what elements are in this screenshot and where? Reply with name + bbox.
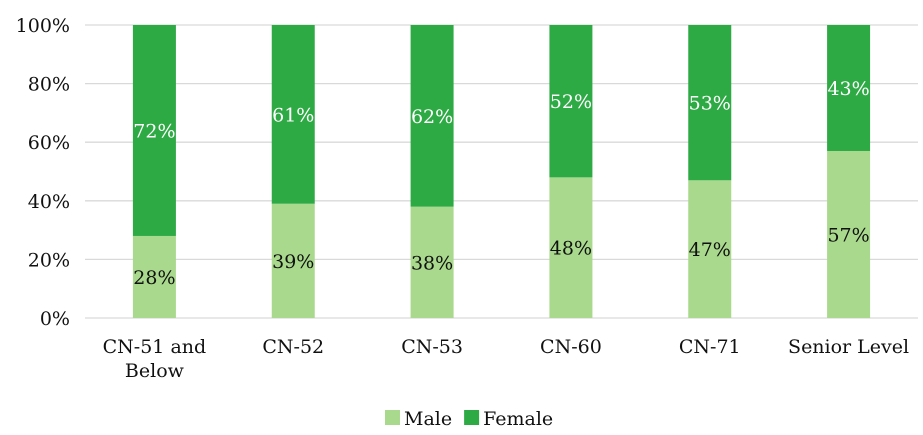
bar-female	[271, 25, 315, 204]
legend-label-female: Female	[483, 408, 553, 430]
gridlines	[85, 24, 918, 319]
y-tick-label: 100%	[16, 15, 70, 37]
x-axis: CN-51 and Below CN-52 CN-53 CN-60 CN-71 Senior…	[103, 336, 909, 382]
data-label-female: 43%	[827, 78, 869, 100]
data-label-male: 39%	[272, 251, 314, 273]
data-labels: 28% 72% 39% 61% 38% 62% 48% 52% 47% 53% 57% 43%	[133, 78, 869, 289]
x-category-label: Senior Level	[788, 336, 909, 358]
data-label-female: 61%	[272, 104, 314, 126]
bar-male	[132, 235, 176, 318]
bar-female	[410, 25, 454, 207]
x-category-label-line: CN-51 and	[103, 336, 207, 358]
x-category-label-line: CN-60	[540, 336, 602, 358]
legend-label-male: Male	[404, 408, 452, 430]
data-label-male: 38%	[411, 252, 453, 274]
legend: Male Female	[385, 408, 553, 430]
x-category-label: CN-52	[262, 336, 324, 358]
bar-male	[827, 150, 871, 318]
bar-male	[410, 206, 454, 318]
x-category-label-line: CN-52	[262, 336, 324, 358]
y-tick-label: 40%	[28, 191, 70, 213]
x-category-label-line: CN-53	[401, 336, 463, 358]
legend-swatch-female	[464, 410, 480, 425]
bar-male	[271, 203, 315, 318]
x-category-label: CN-53	[401, 336, 463, 358]
data-label-male: 47%	[689, 239, 731, 261]
x-category-label-line: Senior Level	[788, 336, 909, 358]
x-category-label: CN-51 and Below	[103, 336, 207, 382]
bar-female	[827, 25, 871, 151]
x-category-label: CN-60	[540, 336, 602, 358]
bar-female	[132, 25, 176, 236]
data-label-female: 52%	[550, 91, 592, 113]
data-label-male: 28%	[133, 267, 175, 289]
bar-male	[549, 177, 593, 318]
x-category-label-line: CN-71	[679, 336, 741, 358]
bars	[132, 25, 871, 318]
bar-male	[688, 180, 732, 318]
y-axis: 0% 20% 40% 60% 80% 100%	[16, 15, 70, 330]
data-label-female: 53%	[689, 93, 731, 115]
bar-female	[549, 25, 593, 178]
data-label-female: 72%	[133, 120, 175, 142]
y-tick-label: 20%	[28, 249, 70, 271]
bar-female	[688, 25, 732, 181]
x-category-label-line: Below	[125, 360, 185, 382]
y-tick-label: 80%	[28, 74, 70, 96]
y-tick-label: 60%	[28, 132, 70, 154]
data-label-male: 48%	[550, 238, 592, 260]
y-tick-label: 0%	[40, 308, 70, 330]
legend-swatch-male	[385, 410, 400, 425]
x-category-label: CN-71	[679, 336, 741, 358]
data-label-male: 57%	[827, 224, 869, 246]
data-label-female: 62%	[411, 106, 453, 128]
